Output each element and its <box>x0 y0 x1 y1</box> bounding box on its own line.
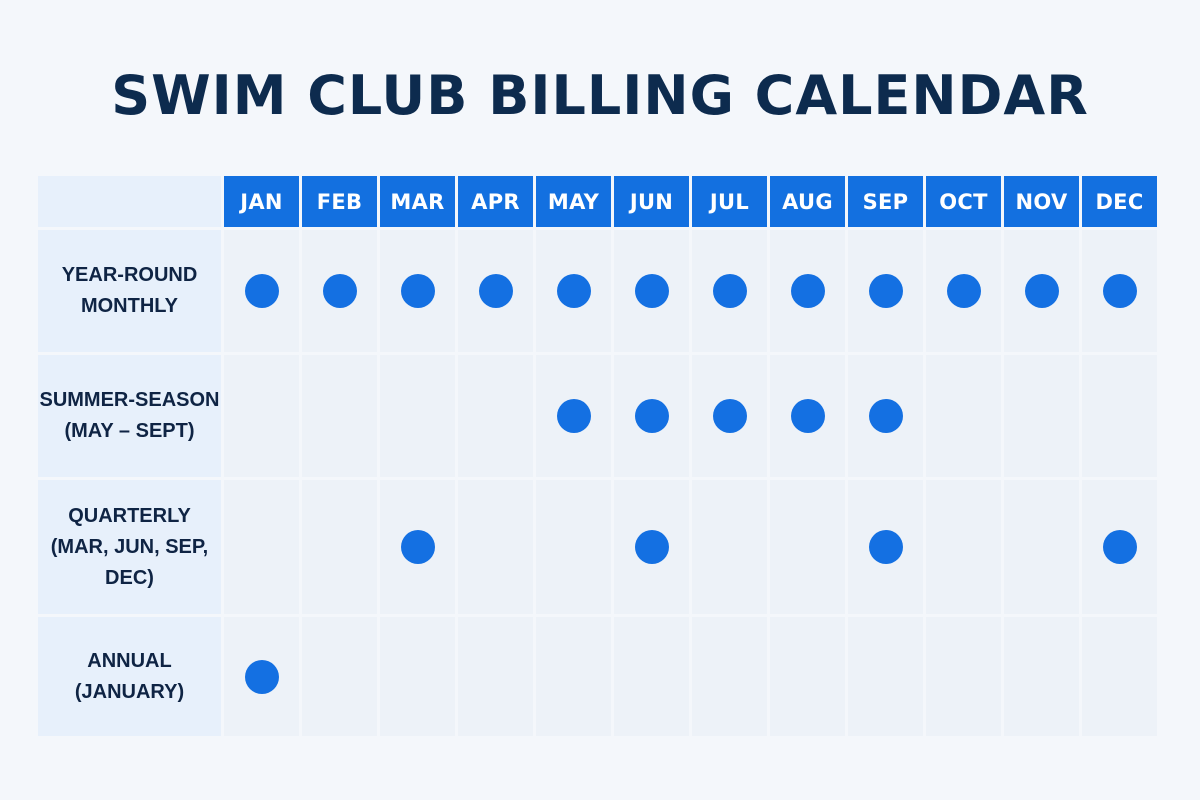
calendar-cell <box>1004 355 1079 477</box>
calendar-cell <box>1004 480 1079 614</box>
month-header-jan: JAN <box>224 176 299 227</box>
calendar-cell <box>224 480 299 614</box>
calendar-cell <box>1082 230 1157 352</box>
calendar-cell <box>848 480 923 614</box>
calendar-cell <box>458 230 533 352</box>
calendar-cell <box>1082 480 1157 614</box>
calendar-cell <box>1004 230 1079 352</box>
billing-dot-icon <box>946 274 981 308</box>
month-header-apr: APR <box>458 176 533 227</box>
calendar-cell <box>848 230 923 352</box>
billing-dot-icon <box>634 530 669 564</box>
calendar-cell <box>770 617 845 736</box>
billing-dot-icon <box>1102 274 1137 308</box>
calendar-cell <box>848 617 923 736</box>
billing-dot-icon <box>400 274 435 308</box>
calendar-cell <box>458 355 533 477</box>
grid-corner <box>38 176 221 227</box>
calendar-cell <box>302 355 377 477</box>
billing-dot-icon <box>244 659 279 694</box>
calendar-cell <box>458 480 533 614</box>
billing-dot-icon <box>556 399 591 433</box>
billing-dot-icon <box>244 274 279 308</box>
calendar-cell <box>848 355 923 477</box>
calendar-cell <box>380 355 455 477</box>
plan-label: YEAR-ROUND MONTHLY <box>38 230 221 352</box>
calendar-cell <box>614 355 689 477</box>
plan-label: SUMMER-SEASON (MAY – SEPT) <box>38 355 221 477</box>
calendar-cell <box>536 617 611 736</box>
calendar-cell <box>302 480 377 614</box>
calendar-cell <box>614 480 689 614</box>
calendar-cell <box>926 230 1001 352</box>
billing-calendar-grid: JAN FEB MAR APR MAY JUN JUL AUG SEP OCT NOV DEC YEAR… <box>38 176 1157 736</box>
billing-dot-icon <box>712 399 747 433</box>
billing-dot-icon <box>868 399 903 433</box>
calendar-cell <box>536 230 611 352</box>
calendar-cell <box>926 480 1001 614</box>
calendar-cell <box>380 480 455 614</box>
billing-dot-icon <box>556 274 591 308</box>
month-header-may: MAY <box>536 176 611 227</box>
month-header-feb: FEB <box>302 176 377 227</box>
calendar-cell <box>770 480 845 614</box>
calendar-cell <box>614 617 689 736</box>
month-header-oct: OCT <box>926 176 1001 227</box>
calendar-cell <box>224 617 299 736</box>
billing-dot-icon <box>790 274 825 308</box>
calendar-cell <box>692 355 767 477</box>
calendar-cell <box>1082 355 1157 477</box>
month-header-dec: DEC <box>1082 176 1157 227</box>
billing-dot-icon <box>712 274 747 308</box>
calendar-cell <box>458 617 533 736</box>
calendar-cell <box>692 617 767 736</box>
calendar-cell <box>380 617 455 736</box>
calendar-cell <box>224 355 299 477</box>
month-header-aug: AUG <box>770 176 845 227</box>
page-title: SWIM CLUB BILLING CALENDAR <box>111 64 1089 127</box>
calendar-cell <box>1004 617 1079 736</box>
calendar-cell <box>614 230 689 352</box>
billing-dot-icon <box>1024 274 1059 308</box>
calendar-cell <box>770 230 845 352</box>
billing-dot-icon <box>634 399 669 433</box>
calendar-cell <box>302 617 377 736</box>
calendar-cell <box>1082 617 1157 736</box>
calendar-cell <box>536 355 611 477</box>
month-header-sep: SEP <box>848 176 923 227</box>
calendar-cell <box>380 230 455 352</box>
billing-dot-icon <box>868 274 903 308</box>
billing-dot-icon <box>400 530 435 564</box>
calendar-cell <box>770 355 845 477</box>
billing-dot-icon <box>478 274 513 308</box>
calendar-cell <box>692 480 767 614</box>
calendar-cell <box>692 230 767 352</box>
billing-dot-icon <box>790 399 825 433</box>
month-header-mar: MAR <box>380 176 455 227</box>
billing-dot-icon <box>868 530 903 564</box>
plan-label: ANNUAL (JANUARY) <box>38 617 221 736</box>
calendar-cell <box>536 480 611 614</box>
month-header-nov: NOV <box>1004 176 1079 227</box>
billing-dot-icon <box>1102 530 1137 564</box>
billing-dot-icon <box>634 274 669 308</box>
plan-label: QUARTERLY (MAR, JUN, SEP, DEC) <box>38 480 221 614</box>
month-header-jun: JUN <box>614 176 689 227</box>
calendar-cell <box>926 355 1001 477</box>
calendar-cell <box>926 617 1001 736</box>
calendar-cell <box>302 230 377 352</box>
billing-dot-icon <box>322 274 357 308</box>
month-header-jul: JUL <box>692 176 767 227</box>
calendar-cell <box>224 230 299 352</box>
